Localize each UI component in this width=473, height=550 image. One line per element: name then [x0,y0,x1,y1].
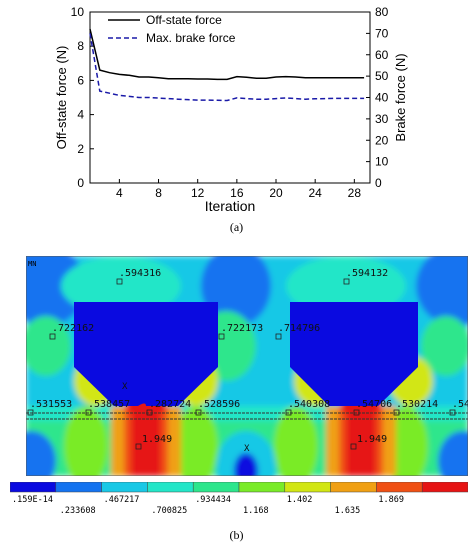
probe-value: .531553 [30,399,72,410]
probe-value: .538457 [88,399,130,410]
probe-value: 1.949 [357,434,387,445]
chart-axes: 4 8 12 16 20 24 28024681001020304050607080Iter… [54,5,408,214]
probe-value: .714796 [278,323,320,334]
x-axis-label: Iteration [205,198,256,214]
x-tick-label: 12 [191,186,205,200]
colorbar-swatch [284,482,331,493]
probe-marker [393,409,400,416]
y2-axis-label: Brake force (N) [393,53,408,141]
probe-marker [275,333,282,340]
force-iteration-chart: 4 8 12 16 20 24 28024681001020304050607080Iter… [54,5,408,214]
fea-contour-plot: MN .594316 .594132 .722162 .722173 .714796 .53… [26,256,468,476]
legend-label: Off-state force [146,13,222,27]
probe-marker [350,443,357,450]
colorbar-swatch [330,482,377,493]
probe-value: .530214 [396,399,438,410]
y2-tick-label: 50 [375,69,389,83]
probe-marker [146,409,153,416]
y2-tick-label: 40 [375,91,389,105]
probe-marker [135,443,142,450]
y-tick-label: 8 [77,39,84,53]
colorbar-label: 1.869 [378,495,404,505]
y2-tick-label: 0 [375,176,382,190]
colorbar-swatch [421,482,468,493]
series-line-2 [89,33,365,102]
colorbar-swatch [238,482,286,493]
legend-label: Max. brake force [146,31,236,45]
probe-marker [85,409,92,416]
colorbar-swatch [101,482,148,493]
probe-value: .54 [452,399,468,410]
y2-tick-label: 10 [375,155,389,169]
probe-marker [353,409,360,416]
probe-marker [285,409,292,416]
colorbar-label: .934434 [195,495,231,505]
probe-value: .540308 [288,399,330,410]
colorbar-swatch [10,482,57,493]
y2-tick-label: 60 [375,48,389,62]
colorbar-swatch [376,482,423,493]
y2-tick-label: 20 [375,133,389,147]
probe-value: .282724 [149,399,191,410]
chart-legend: Off-state force Max. brake force [108,13,236,45]
colorbar-label: 1.635 [335,506,361,516]
x-tick-label: 20 [269,186,283,200]
y2-tick-label: 70 [375,26,389,40]
y-tick-label: 0 [77,176,84,190]
y2-tick-label: 30 [375,112,389,126]
y-tick-label: 10 [71,5,85,19]
colorbar-label: .159E-14 [12,495,53,505]
y-tick-label: 4 [77,108,84,122]
coil-region-right [290,302,418,406]
probe-value: .594132 [346,268,388,279]
colorbar: .159E-14 .467217 .934434 1.402 1.869 .233608.… [10,482,468,516]
y2-tick-label: 80 [375,5,389,19]
chart-series [89,28,365,102]
probe-marker [195,409,202,416]
extreme-marker: X [244,444,250,454]
probe-marker [218,333,225,340]
series-line-1 [89,28,365,81]
probe-marker [449,409,456,416]
x-tick-label: 24 [308,186,322,200]
probe-value: .594316 [119,268,161,279]
x-tick-label: 28 [348,186,362,200]
probe-value: .528596 [198,399,240,410]
colorbar-label: 1.402 [287,495,313,505]
probe-value: .722162 [52,323,94,334]
x-tick-label: 8 [155,186,162,200]
caption-b: (b) [229,528,244,542]
y-tick-label: 6 [77,73,84,87]
colorbar-swatch [192,482,240,493]
probe-value: 1.949 [142,434,172,445]
x-tick-label: 16 [230,186,244,200]
fea-value-labels: MN .594316 .594132 .722162 .722173 .714796 .53… [27,260,468,454]
colorbar-label: .233608 [60,506,96,516]
colorbar-label: 1.168 [243,506,269,516]
probe-marker [116,278,123,285]
probe-marker [49,333,56,340]
fea-corner-label: MN [28,260,36,268]
x-tick-label: 4 [116,186,123,200]
probe-value: .722173 [221,323,263,334]
probe-marker [27,409,34,416]
colorbar-label: .700825 [151,506,187,516]
extreme-marker: X [122,382,128,392]
colorbar-label: .467217 [104,495,140,505]
caption-a: (a) [229,220,244,234]
colorbar-swatch [147,482,194,493]
coil-region-left [74,302,218,406]
y-axis-label: Off-state force (N) [54,46,69,150]
colorbar-swatch [55,482,102,493]
probe-value: .54706 [356,399,392,410]
y-tick-label: 2 [77,142,84,156]
probe-marker [343,278,350,285]
